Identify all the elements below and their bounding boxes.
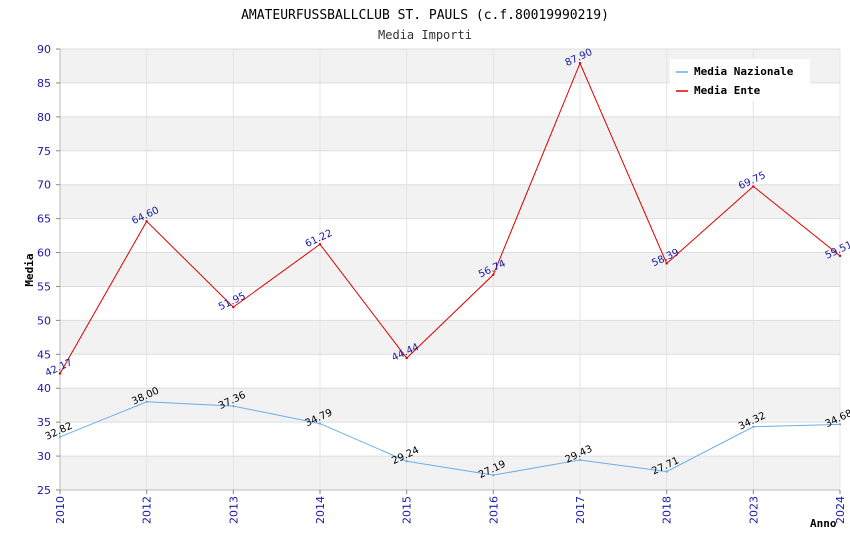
data-point (318, 422, 322, 425)
band (60, 252, 840, 287)
y-tick-label: 25 (37, 484, 51, 497)
data-point (492, 473, 495, 477)
x-tick-label: 2015 (401, 496, 414, 524)
y-tick-label: 65 (37, 213, 51, 226)
data-point (838, 423, 842, 426)
legend-box (670, 59, 810, 101)
y-tick-label: 55 (37, 280, 51, 293)
band (60, 456, 840, 490)
x-tick-label: 2017 (574, 496, 587, 524)
y-tick-label: 50 (37, 314, 51, 327)
y-tick-label: 45 (37, 348, 51, 361)
series-lines (58, 61, 842, 477)
data-point (58, 435, 62, 439)
legend: Media Nazionale Media Ente (670, 59, 810, 101)
x-tick-label: 2024 (834, 496, 847, 524)
data-point (752, 185, 755, 188)
band (60, 320, 840, 355)
x-axis-title: Anno (810, 517, 837, 530)
y-tick-label: 60 (37, 247, 51, 260)
y-tick-label: 80 (37, 111, 51, 124)
x-tick-label: 2018 (661, 496, 674, 524)
series-line-nazionale (59, 401, 841, 476)
x-tick-label: 2013 (227, 496, 240, 524)
x-tick-label: 2010 (54, 496, 67, 524)
gridlines (59, 48, 841, 491)
data-label: 51.95 (217, 291, 248, 313)
x-tick-label: 2014 (314, 496, 327, 524)
data-point (232, 404, 235, 408)
y-tick-label: 90 (37, 43, 51, 56)
y-tick-label: 85 (37, 77, 51, 90)
data-point (318, 243, 322, 246)
y-tick-label: 30 (37, 450, 51, 463)
data-point (665, 262, 668, 265)
chart-title: AMATEURFUSSBALLCLUB ST. PAULS (c.f.80019… (241, 8, 609, 23)
data-point (578, 62, 582, 65)
data-label: 61.22 (304, 228, 335, 250)
data-point (145, 220, 148, 223)
band (60, 116, 840, 151)
band (60, 388, 840, 423)
y-tick-label: 35 (37, 416, 51, 429)
x-tick-label: 2023 (747, 496, 760, 524)
data-point (405, 356, 408, 360)
y-axis-title: Media (23, 253, 36, 286)
data-point (578, 458, 582, 462)
data-point (665, 470, 668, 473)
data-point (838, 254, 842, 258)
background-bands (60, 49, 840, 490)
y-axis-ticks: 25 30 35 40 45 50 55 60 65 70 75 80 85 90 (37, 43, 60, 497)
y-tick-label: 70 (37, 179, 51, 192)
band (60, 184, 840, 219)
data-point (232, 305, 235, 309)
data-point (405, 460, 408, 463)
chart-subtitle: Media Importi (378, 28, 472, 42)
legend-label-nazionale: Media Nazionale (694, 65, 794, 78)
data-point (492, 273, 495, 276)
x-tick-label: 2012 (141, 496, 154, 524)
data-point (58, 372, 62, 375)
x-tick-label: 2016 (487, 496, 500, 524)
series-line-ente (59, 61, 841, 374)
legend-label-ente: Media Ente (694, 84, 761, 97)
x-axis-ticks: 2010 2012 2013 2014 2015 2016 2017 2018 2023 2024 (54, 490, 847, 524)
data-point (145, 400, 148, 403)
y-tick-label: 40 (37, 382, 51, 395)
y-tick-label: 75 (37, 145, 51, 158)
data-point (752, 425, 755, 428)
